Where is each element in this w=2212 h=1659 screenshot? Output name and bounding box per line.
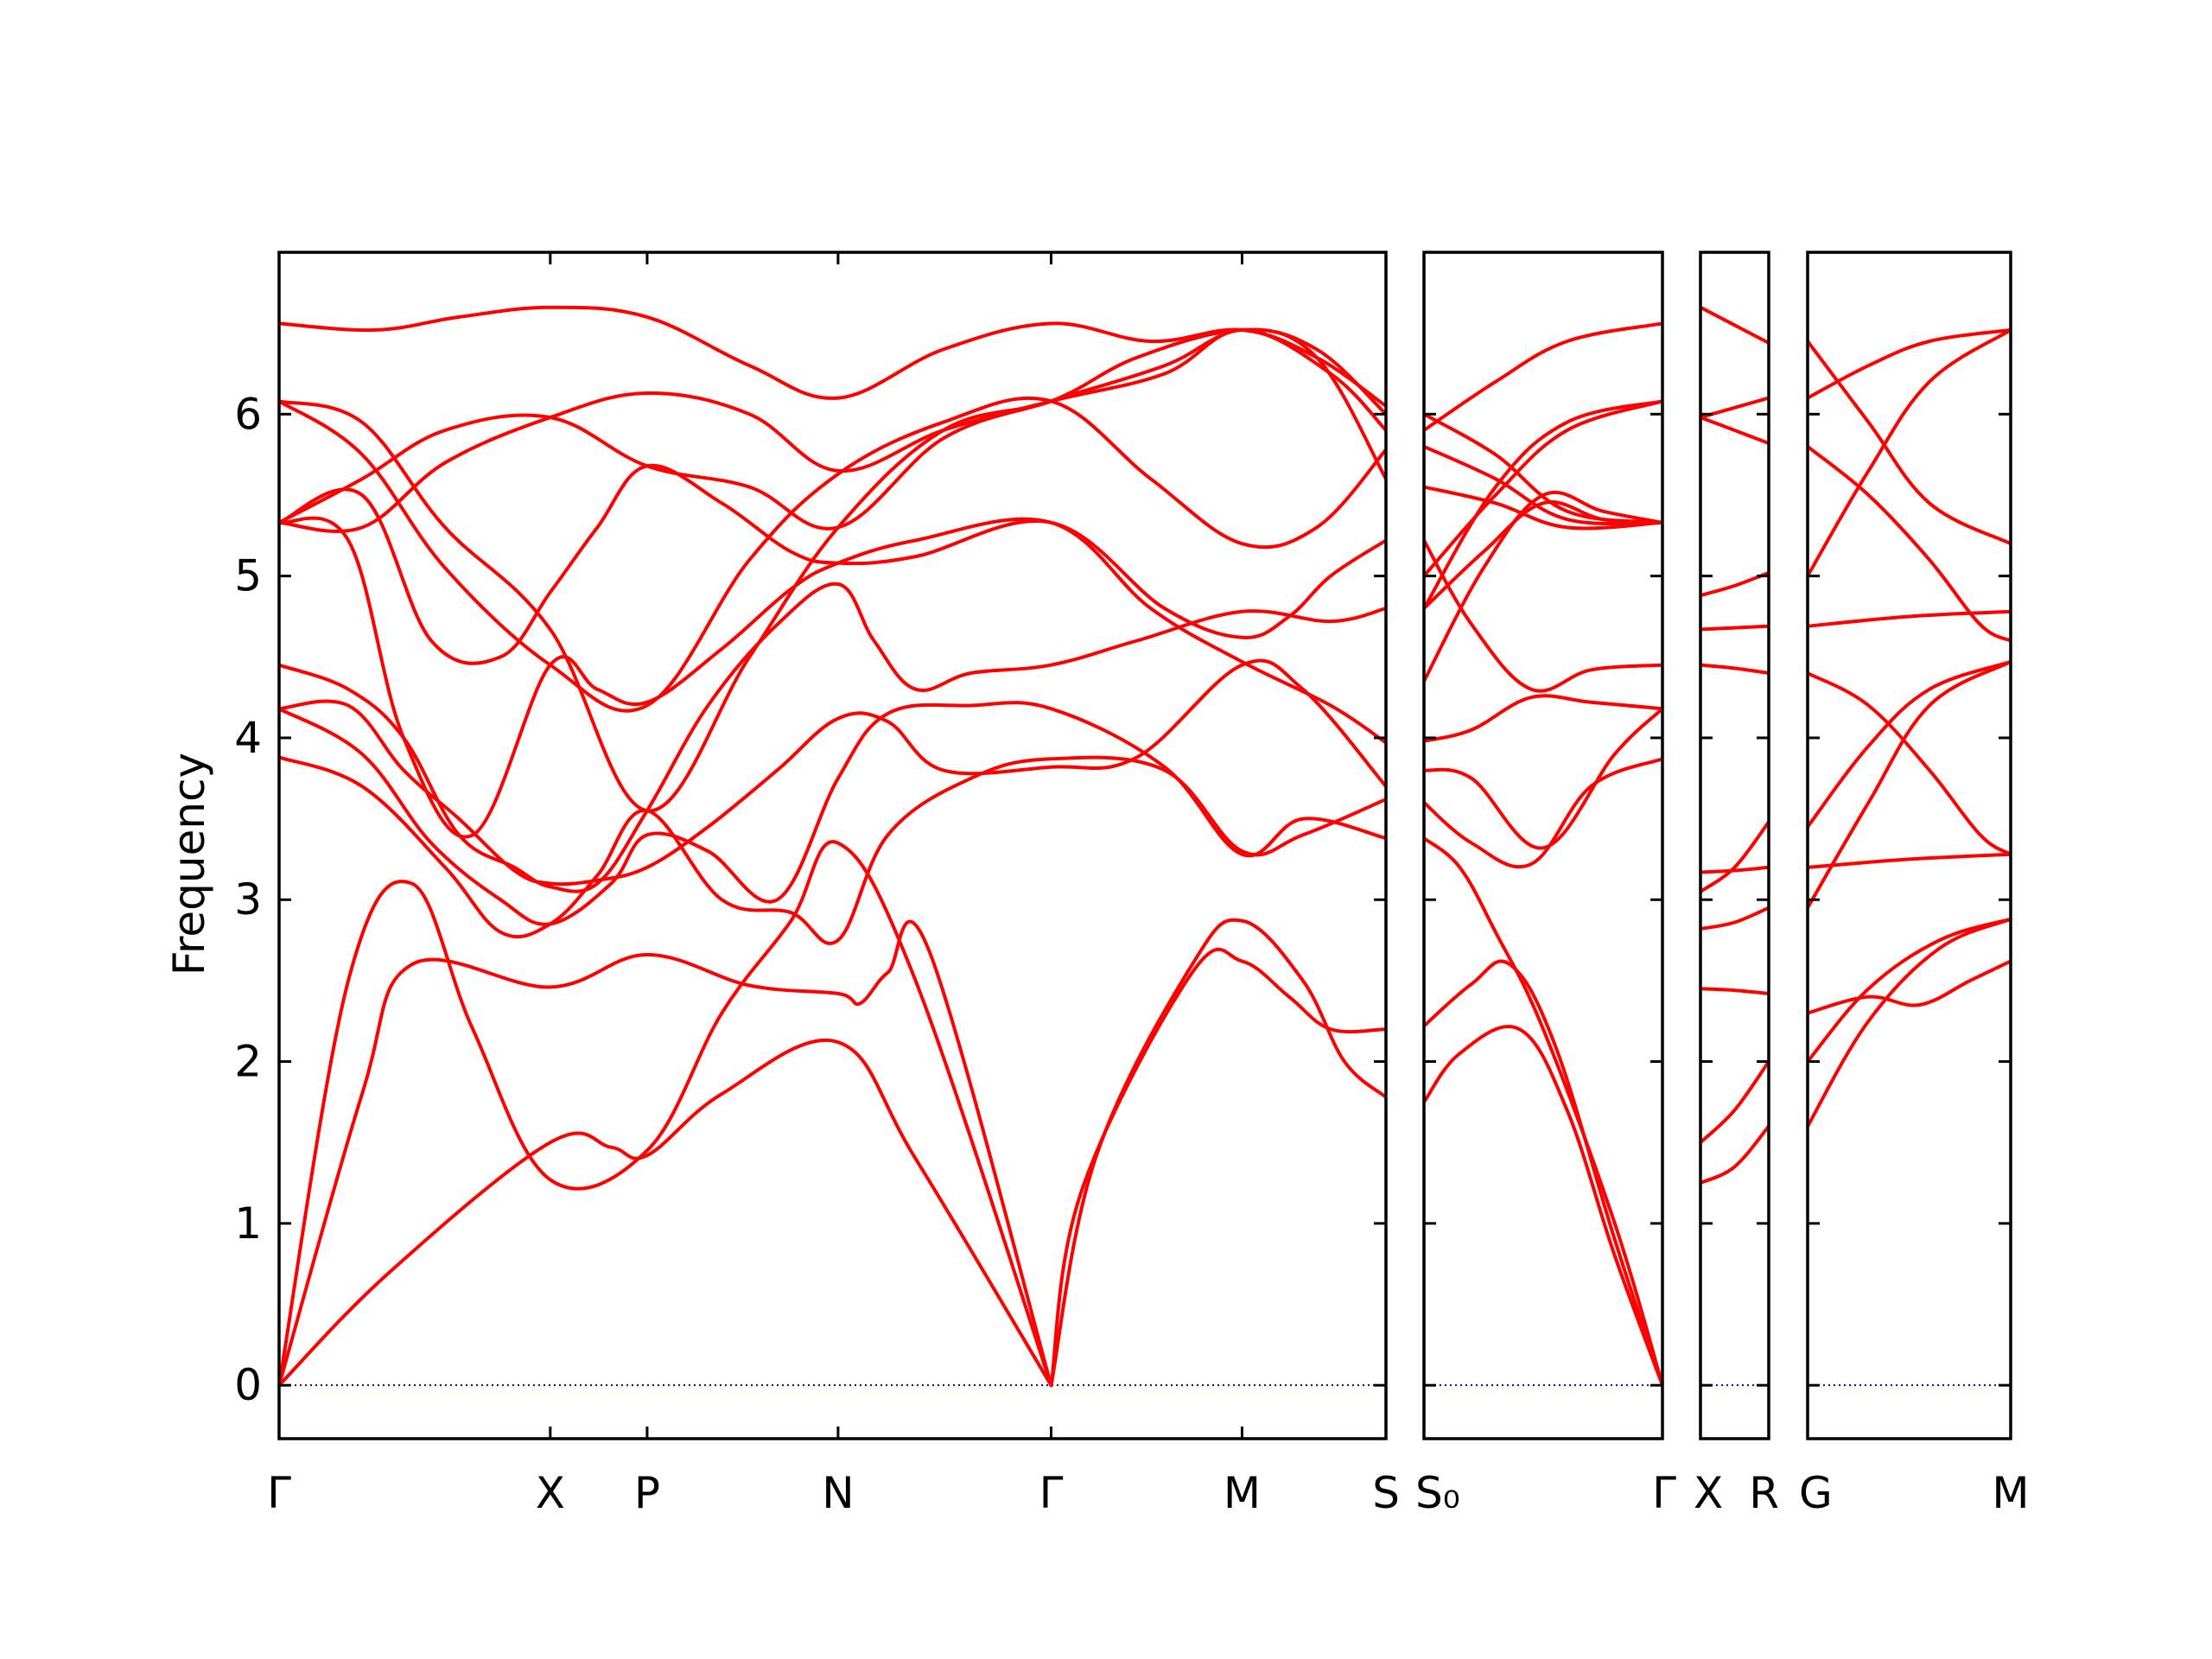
band-line	[1424, 538, 1662, 693]
band-line	[1808, 327, 2011, 578]
band-line	[1424, 959, 1662, 1388]
x-tick-label: X	[536, 1468, 565, 1518]
band-line	[1808, 659, 2011, 910]
panel-frame	[1422, 251, 1664, 1440]
y-axis-label: Frequency	[164, 753, 214, 976]
x-tick-label: N	[822, 1468, 854, 1518]
y-tick-label: 4	[234, 713, 262, 763]
band-line	[279, 658, 1386, 887]
band-line	[1424, 412, 1662, 524]
band-line	[1808, 609, 2011, 628]
x-tick-label: Γ	[1652, 1468, 1676, 1518]
band-line	[1808, 671, 2011, 856]
band-line	[279, 919, 1053, 1388]
band-line	[1700, 906, 1769, 931]
band-line	[1424, 321, 1662, 432]
band-line	[1424, 757, 1662, 869]
band-line	[1424, 694, 1662, 743]
band-line	[1808, 917, 2011, 1064]
x-tick-label: M	[1992, 1468, 2029, 1518]
y-tick-label: 0	[234, 1360, 262, 1410]
band-line	[1808, 959, 2011, 1015]
band-line	[279, 327, 1386, 813]
y-tick-label: 2	[234, 1037, 262, 1087]
band-line	[1424, 1025, 1662, 1388]
band-line	[279, 305, 1386, 408]
band-line	[1808, 340, 2011, 546]
bands-panel-2	[1424, 321, 1662, 1388]
bands-panel-4	[1808, 327, 2011, 1128]
band-line	[279, 582, 1386, 893]
x-tick-label: X	[1694, 1468, 1723, 1518]
band-line	[1424, 707, 1662, 850]
band-line	[279, 701, 1386, 926]
band-line	[1808, 444, 2011, 643]
x-tick-label: S	[1372, 1468, 1400, 1518]
band-line	[1700, 624, 1769, 632]
band-line	[1700, 987, 1769, 995]
band-line	[279, 840, 1053, 1388]
bands-panel-1	[279, 305, 1386, 1388]
band-line	[279, 463, 1386, 665]
y-tick-label: 1	[234, 1198, 262, 1249]
band-line	[1700, 1124, 1769, 1185]
band-line	[1424, 836, 1662, 1388]
x-tick-label: Γ	[1039, 1468, 1064, 1518]
x-tick-label: Γ	[267, 1468, 291, 1518]
panel-2: S₀ Γ	[1415, 251, 1676, 1518]
y-tick-label: 3	[234, 874, 262, 925]
band-line	[1424, 485, 1662, 531]
band-line	[1700, 1059, 1769, 1145]
band-line	[1049, 918, 1386, 1388]
band-line	[279, 516, 1386, 839]
panel-frame	[1699, 251, 1770, 1440]
band-line	[279, 396, 1386, 713]
band-line	[1808, 917, 2011, 1128]
band-line	[1700, 663, 1769, 675]
x-tick-label: P	[634, 1468, 660, 1518]
band-line	[1700, 416, 1769, 445]
x-tick-label: S₀	[1415, 1468, 1460, 1518]
band-line	[1424, 399, 1662, 578]
band-line	[279, 327, 1386, 531]
bands-panel-3	[1700, 305, 1769, 1185]
band-line	[1700, 820, 1769, 893]
x-tick-label: M	[1224, 1468, 1261, 1518]
band-line	[1700, 305, 1769, 345]
band-line	[1424, 444, 1662, 526]
y-tick-label: 5	[234, 551, 262, 601]
band-line	[1808, 659, 2011, 829]
band-line	[1049, 947, 1386, 1388]
band-line	[1424, 490, 1662, 683]
band-line	[1424, 500, 1662, 611]
panel-frame	[277, 251, 1388, 1440]
band-line	[1808, 327, 2011, 400]
band-line	[1700, 865, 1769, 874]
band-line	[1424, 399, 1662, 611]
panel-frame	[1806, 251, 2012, 1440]
y-tick-label: 6	[234, 389, 262, 439]
x-tick-label: R	[1749, 1468, 1779, 1518]
band-line	[279, 1039, 1053, 1388]
x-tick-label: G	[1799, 1468, 1833, 1518]
